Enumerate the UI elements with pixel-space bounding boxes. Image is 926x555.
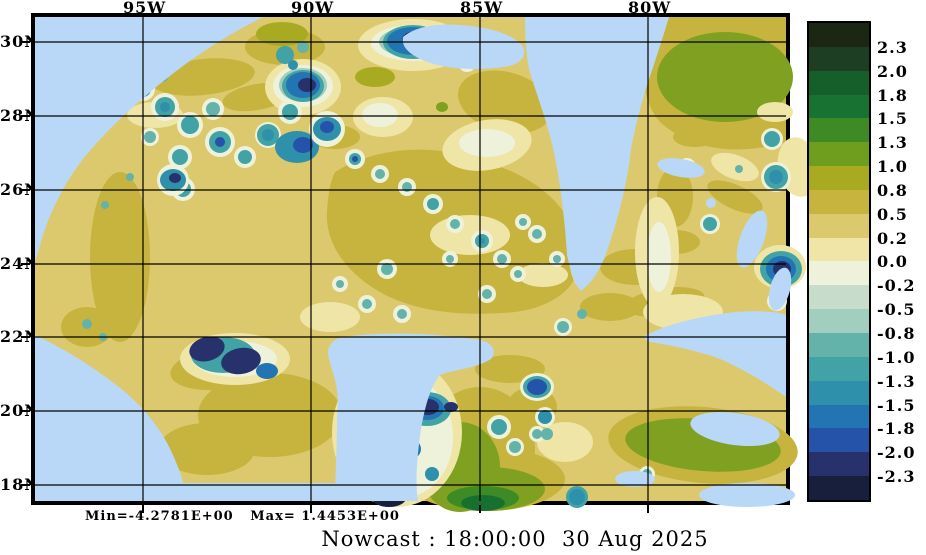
- colorbar-tick-label: -1.8: [877, 419, 916, 438]
- colorbar-segment: [809, 46, 869, 71]
- land-bahamas-bank: [768, 267, 792, 311]
- colorbar-segment: [809, 23, 869, 47]
- colorbar-segment: [809, 94, 869, 119]
- colorbar-segment: [809, 189, 869, 214]
- colorbar-tick-label: -1.0: [877, 348, 916, 367]
- min-max-stats: Min=-4.2781E+00 Max= 1.4453E+00: [85, 509, 400, 524]
- colorbar-tick-label: -1.5: [877, 396, 916, 415]
- colorbar-segment: [809, 380, 869, 405]
- colorbar-segment: [809, 404, 869, 429]
- lat-tick-label: 24N: [0, 254, 40, 273]
- colorbar-segment: [809, 70, 869, 95]
- colorbar-tick-label: -2.0: [877, 443, 916, 462]
- lon-tick-label: 95W: [123, 0, 167, 17]
- colorbar-segment: [809, 428, 869, 453]
- colorbar-tick-label: 0.0: [877, 252, 908, 271]
- colorbar-segment: [809, 476, 869, 500]
- colorbar-segment: [809, 309, 869, 333]
- colorbar-tick-label: -0.5: [877, 300, 916, 319]
- land-louisiana-coast: [402, 24, 525, 69]
- colorbar-tick-label: 0.8: [877, 181, 908, 200]
- land-yucatan: [328, 333, 494, 501]
- colorbar-tick-label: 2.3: [877, 38, 908, 57]
- land-bahamas-bank: [657, 158, 705, 178]
- land-caribbean-mask: [690, 411, 780, 447]
- colorbar-tick-label: -2.3: [877, 467, 916, 486]
- land-caribbean-mask: [699, 483, 795, 507]
- colorbar-segment: [809, 332, 869, 357]
- colorbar-tick-label: 2.0: [877, 62, 908, 81]
- map-frame: [21, 13, 819, 513]
- colorbar: [807, 21, 871, 502]
- colorbar-tick-label: 0.5: [877, 205, 908, 224]
- colorbar-tick-label: 1.5: [877, 109, 908, 128]
- lon-tick-label: 85W: [460, 0, 504, 17]
- lat-tick-label: 20N: [0, 401, 40, 420]
- colorbar-segment: [809, 261, 869, 286]
- colorbar-segment: [809, 452, 869, 477]
- land-bahamas-bank: [736, 210, 768, 268]
- lon-tick-label: 90W: [291, 0, 335, 17]
- caption-timestamp: Nowcast : 18:00:00 30 Aug 2025: [321, 527, 709, 551]
- graticule: [35, 17, 786, 501]
- land-caribbean-mask: [615, 471, 655, 487]
- lon-tick-label: 80W: [628, 0, 672, 17]
- land-mask: [35, 17, 795, 507]
- colorbar-segment: [809, 237, 869, 262]
- land-bahamas-bank: [706, 198, 716, 208]
- colorbar-tick-label: 1.3: [877, 133, 908, 152]
- lat-tick-label: 18N: [0, 475, 40, 494]
- colorbar-tick-label: 1.0: [877, 157, 908, 176]
- land-florida: [525, 17, 669, 291]
- colorbar-tick-label: -0.8: [877, 324, 916, 343]
- land-cuba: [644, 311, 786, 397]
- colorbar-segment: [809, 213, 869, 238]
- lat-tick-label: 26N: [0, 180, 40, 199]
- colorbar-tick-label: -0.2: [877, 276, 916, 295]
- land-texas-mexico: [35, 17, 263, 262]
- colorbar-tick-label: 0.2: [877, 229, 908, 248]
- axis-ticks: [21, 41, 649, 513]
- lat-tick-label: 28N: [0, 106, 40, 125]
- land-mexico-south: [35, 335, 335, 501]
- gulf-of-mexico-contour-map: [21, 17, 819, 513]
- colorbar-segment: [809, 142, 869, 167]
- lat-tick-label: 30N: [0, 32, 40, 51]
- colorbar-segment: [809, 356, 869, 381]
- colorbar-tick-label: -1.3: [877, 372, 916, 391]
- colorbar-segment: [809, 166, 869, 190]
- colorbar-segment: [809, 118, 869, 143]
- colorbar-segment: [809, 285, 869, 310]
- colorbar-tick-label: 1.8: [877, 86, 908, 105]
- lat-tick-label: 22N: [0, 327, 40, 346]
